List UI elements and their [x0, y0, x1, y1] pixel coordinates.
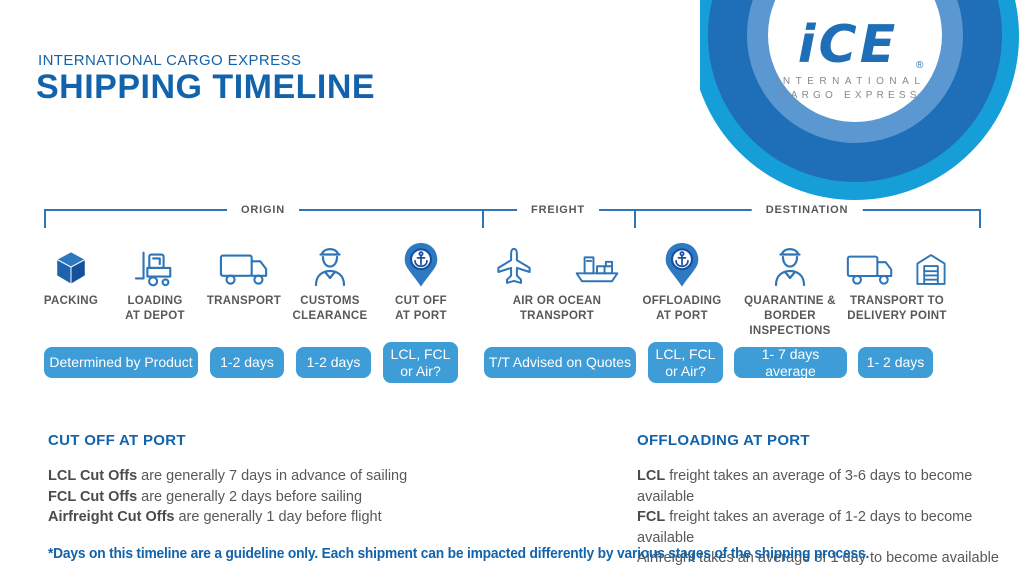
stage-quarantine-border-inspections: QUARANTINE & BORDER INSPECTIONS	[730, 242, 850, 339]
stage-label-line: TRANSPORT TO	[849, 295, 945, 307]
stage-label-line: CUSTOMS	[300, 295, 360, 307]
detail-line: LCL Cut Offs are generally 7 days in adv…	[48, 468, 408, 484]
stage-label-line: AT DEPOT	[125, 310, 185, 322]
stage-transport-to-delivery-point: TRANSPORT TO DELIVERY POINT	[817, 242, 977, 324]
box-icon	[55, 251, 87, 285]
duration-badge-offloading: LCL, FCL or Air?	[648, 342, 723, 383]
detail-line: LCL freight takes an average of 3-6 days…	[637, 468, 973, 505]
stage-air-or-ocean-transport: AIR OR OCEAN TRANSPORT	[477, 242, 637, 324]
stage-label-line: AT PORT	[656, 310, 708, 322]
bracket-tick	[634, 209, 636, 228]
truck-icon	[846, 255, 893, 285]
stage-label-line: CUT OFF	[395, 295, 447, 307]
duration-badge-quarantine: 1- 7 days average	[734, 346, 847, 379]
customs-officer-icon	[314, 248, 346, 287]
anchor-pin-icon	[665, 242, 699, 287]
details-offloading-at-port: OFFLOADING AT PORT LCL freight takes an …	[637, 432, 1024, 569]
detail-line: FCL freight takes an average of 1-2 days…	[637, 509, 973, 546]
duration-badge-cut-off: LCL, FCL or Air?	[383, 342, 458, 383]
forklift-icon	[134, 251, 172, 287]
stage-offloading-at-port: OFFLOADING AT PORT	[632, 242, 732, 324]
anchor-pin-icon	[404, 242, 438, 287]
stage-packing: PACKING	[21, 242, 121, 309]
warehouse-icon	[916, 254, 946, 285]
detail-line: Airfreight Cut Offs are generally 1 day …	[48, 509, 382, 525]
ice-logo: iCE ® INTERNATIONAL CARGO EXPRESS	[700, 0, 1019, 200]
duration-badge-delivery: 1- 2 days	[858, 347, 933, 378]
duration-badge-loading: 1-2 days	[210, 347, 284, 378]
stage-label-line: CLEARANCE	[292, 310, 368, 322]
section-label-freight: FREIGHT	[517, 203, 599, 218]
stage-label-line: TRANSPORT	[206, 295, 282, 307]
logo-ring	[700, 0, 1019, 200]
stage-label-line: BORDER	[764, 310, 816, 322]
duration-badge-freight: T/T Advised on Quotes	[484, 347, 636, 378]
quarantine-officer-icon	[774, 248, 806, 287]
details-heading: CUT OFF AT PORT	[48, 432, 186, 449]
truck-icon	[219, 254, 268, 285]
logo-subline-2: CARGO EXPRESS	[779, 90, 920, 101]
detail-line: Airfreight takes an average of 1 day to …	[637, 550, 999, 566]
duration-badge-packing: Determined by Product	[44, 347, 198, 378]
details-heading: OFFLOADING AT PORT	[637, 432, 810, 449]
stage-customs-clearance: CUSTOMS CLEARANCE	[280, 242, 380, 324]
bracket-tick	[44, 209, 46, 228]
bracket-tick	[482, 209, 484, 228]
stage-label-line: LOADING	[127, 295, 183, 307]
section-label-origin: ORIGIN	[227, 203, 299, 218]
stage-transport: TRANSPORT	[194, 242, 294, 309]
section-label-destination: DESTINATION	[751, 203, 863, 218]
brand-text: INTERNATIONAL CARGO EXPRESS	[38, 52, 302, 69]
detail-line: FCL Cut Offs are generally 2 days before…	[48, 488, 363, 505]
stage-label-line: DELIVERY POINT	[847, 310, 947, 322]
guideline-footnote: *Days on this timeline are a guideline o…	[48, 546, 870, 562]
stage-loading-at-depot: LOADING AT DEPOT	[105, 242, 205, 324]
page-title: SHIPPING TIMELINE	[36, 68, 376, 106]
stage-label-line: INSPECTIONS	[749, 325, 831, 337]
stage-label-line: TRANSPORT	[519, 310, 595, 322]
logo-subline-1: INTERNATIONAL	[775, 76, 926, 87]
details-cut-off-at-port: CUT OFF AT PORT LCL Cut Offs are general…	[48, 432, 407, 528]
duration-badge-transport: 1-2 days	[296, 347, 371, 378]
stage-label-line: QUARANTINE &	[744, 295, 836, 307]
cargo-ship-icon	[575, 256, 619, 283]
airplane-icon	[497, 247, 531, 284]
stage-label-line: PACKING	[43, 295, 99, 307]
stage-cut-off-at-port: CUT OFF AT PORT	[371, 242, 471, 324]
bracket-tick	[979, 209, 981, 228]
logo-registered-mark: ®	[916, 60, 924, 71]
stage-label-line: AIR OR OCEAN	[512, 295, 602, 307]
stage-label-line: AT PORT	[395, 310, 447, 322]
stage-label-line: OFFLOADING	[642, 295, 722, 307]
logo-wordmark: iCE	[798, 15, 899, 75]
timeline-bracket-line	[44, 209, 981, 211]
